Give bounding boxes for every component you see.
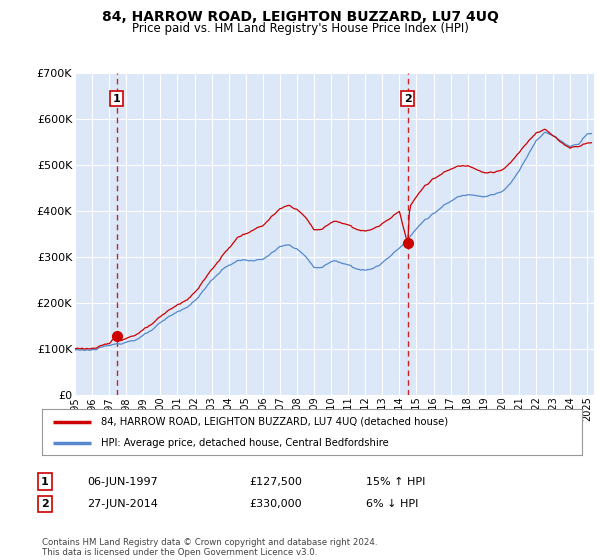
Text: 84, HARROW ROAD, LEIGHTON BUZZARD, LU7 4UQ (detached house): 84, HARROW ROAD, LEIGHTON BUZZARD, LU7 4…	[101, 417, 449, 427]
Text: Price paid vs. HM Land Registry's House Price Index (HPI): Price paid vs. HM Land Registry's House …	[131, 22, 469, 35]
Text: Contains HM Land Registry data © Crown copyright and database right 2024.
This d: Contains HM Land Registry data © Crown c…	[42, 538, 377, 557]
Text: 1: 1	[41, 477, 49, 487]
Text: 2: 2	[404, 94, 412, 104]
Text: £330,000: £330,000	[249, 499, 302, 509]
Text: £127,500: £127,500	[249, 477, 302, 487]
Text: 1: 1	[113, 94, 121, 104]
Text: 06-JUN-1997: 06-JUN-1997	[87, 477, 158, 487]
Text: HPI: Average price, detached house, Central Bedfordshire: HPI: Average price, detached house, Cent…	[101, 438, 389, 448]
Text: 27-JUN-2014: 27-JUN-2014	[87, 499, 158, 509]
Text: 2: 2	[41, 499, 49, 509]
Text: 6% ↓ HPI: 6% ↓ HPI	[366, 499, 418, 509]
Text: 84, HARROW ROAD, LEIGHTON BUZZARD, LU7 4UQ: 84, HARROW ROAD, LEIGHTON BUZZARD, LU7 4…	[101, 10, 499, 24]
Text: 15% ↑ HPI: 15% ↑ HPI	[366, 477, 425, 487]
